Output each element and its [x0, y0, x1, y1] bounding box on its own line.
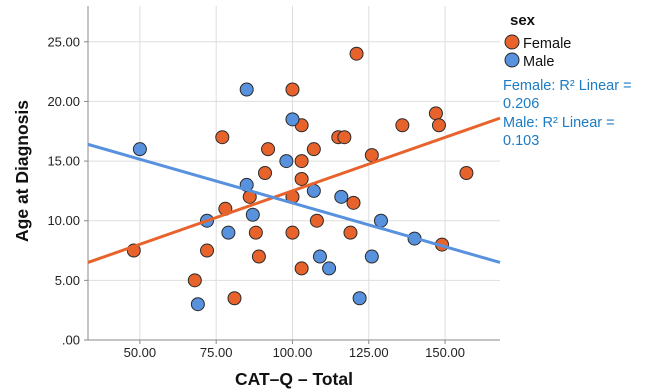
legend: sex Female Male: [504, 12, 571, 70]
gridlines: [88, 6, 500, 340]
tick-labels: .00 5.00 10.00 15.00 20.00 25.00 50.00 75.00 100…: [47, 34, 464, 360]
x-tick-label: 150.00: [425, 345, 465, 360]
fit-lines: [87, 116, 501, 264]
point-male: [364, 249, 379, 264]
y-tick-label: 20.00: [47, 94, 80, 109]
fit-label-male: Male: R² Linear =: [503, 115, 615, 131]
point-male: [279, 154, 294, 169]
point-male: [285, 112, 300, 127]
point-female: [261, 142, 276, 157]
x-axis-label: CAT–Q – Total: [235, 369, 353, 389]
point-female: [187, 273, 202, 288]
legend-title: sex: [510, 12, 536, 29]
y-tick-label: 5.00: [55, 273, 80, 288]
point-male: [190, 297, 205, 312]
point-female: [346, 195, 361, 210]
point-female: [309, 213, 324, 228]
point-female: [431, 118, 446, 133]
legend-label-female: Female: [523, 36, 571, 52]
fit-line-male: [87, 142, 501, 264]
point-female: [294, 171, 309, 186]
point-male: [245, 207, 260, 222]
legend-item-male: Male: [504, 52, 554, 70]
y-tick-label: 25.00: [47, 34, 80, 49]
point-male: [239, 82, 254, 97]
y-axis-label: Age at Diagnosis: [12, 100, 32, 242]
fit-r2-male: 0.103: [503, 133, 539, 149]
point-female: [251, 249, 266, 264]
point-female: [227, 291, 242, 306]
legend-marker-male: [504, 52, 520, 68]
point-female: [337, 130, 352, 145]
point-male: [221, 225, 236, 240]
point-male: [352, 291, 367, 306]
fit-line-labels: Female: R² Linear = 0.206 Male: R² Linea…: [503, 78, 632, 149]
point-female: [306, 142, 321, 157]
point-female: [428, 106, 443, 121]
data-points: [126, 46, 474, 312]
point-male: [132, 142, 147, 157]
y-tick-label: 15.00: [47, 154, 80, 169]
axes: [84, 6, 500, 344]
x-tick-label: 75.00: [200, 345, 233, 360]
legend-item-female: Female: [504, 34, 571, 52]
point-female: [349, 46, 364, 61]
point-male: [373, 213, 388, 228]
point-female: [364, 148, 379, 163]
point-female: [294, 154, 309, 169]
point-female: [248, 225, 263, 240]
point-female: [343, 225, 358, 240]
y-tick-label: 10.00: [47, 213, 80, 228]
fit-label-female: Female: R² Linear =: [503, 78, 632, 94]
x-tick-label: 50.00: [124, 345, 157, 360]
fit-r2-female: 0.206: [503, 96, 539, 112]
x-tick-label: 125.00: [349, 345, 389, 360]
y-tick-label: .00: [62, 333, 80, 348]
point-female: [285, 82, 300, 97]
x-tick-label: 100.00: [273, 345, 313, 360]
fit-line-female: [87, 116, 501, 264]
point-female: [200, 243, 215, 258]
point-female: [215, 130, 230, 145]
point-female: [395, 118, 410, 133]
point-female: [285, 225, 300, 240]
point-male: [334, 189, 349, 204]
legend-marker-female: [504, 34, 520, 50]
point-female: [294, 261, 309, 276]
point-female: [258, 166, 273, 180]
legend-label-male: Male: [523, 54, 554, 70]
point-male: [322, 261, 337, 276]
point-female: [459, 166, 474, 180]
point-male: [312, 249, 327, 264]
